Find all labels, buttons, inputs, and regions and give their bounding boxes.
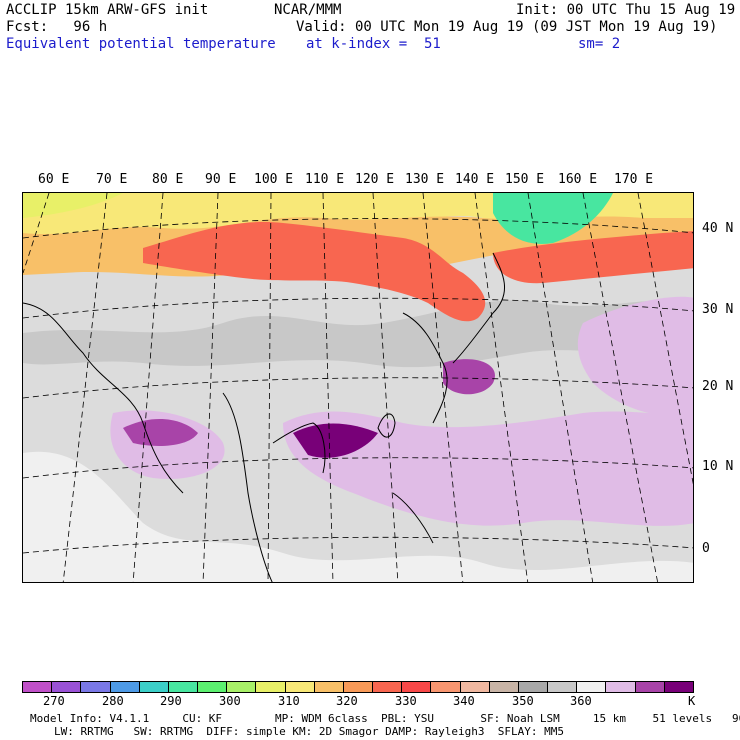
colorbar-swatch <box>373 682 403 692</box>
cool-yellow-corner <box>23 193 123 218</box>
lon-label: 130 E <box>405 172 445 187</box>
field-name: Equivalent potential temperature <box>6 36 276 52</box>
colorbar-swatch <box>577 682 607 692</box>
colorbar-swatch <box>23 682 53 692</box>
model-info-line2: LW: RRTMG SW: RRTMG DIFF: simple KM: 2D … <box>54 725 564 738</box>
colorbar-tick-label: 270 <box>43 694 65 708</box>
pacific-moist-region <box>283 411 693 526</box>
level-index: at k-index = 51 <box>306 36 441 52</box>
lat-label: 30 N <box>702 302 734 317</box>
colorbar-swatch <box>518 682 549 692</box>
colorbar-swatch <box>664 682 693 692</box>
lon-label: 100 E <box>254 172 294 187</box>
model-info-line1: Model Info: V4.1.1 CU: KF MP: WDM 6class… <box>30 712 740 725</box>
colorbar-swatch <box>402 682 432 692</box>
colorbar-tick-label: 330 <box>395 694 417 708</box>
colorbar-swatch <box>81 682 111 692</box>
lon-label: 160 E <box>558 172 598 187</box>
valid-time: Valid: 00 UTC Mon 19 Aug 19 (09 JST Mon … <box>296 19 718 35</box>
tropical-white-band <box>23 451 693 582</box>
lat-label: 10 N <box>702 459 734 474</box>
colorbar-tick-label: 290 <box>160 694 182 708</box>
high-theta-e-region <box>143 222 486 322</box>
low-theta-e-region <box>493 193 613 244</box>
bay-of-bengal-moist-core <box>123 418 198 446</box>
colorbar-tick-label: 350 <box>512 694 534 708</box>
south-china-sea-moist-core <box>293 423 378 458</box>
lon-label: 140 E <box>455 172 495 187</box>
forecast-hour: Fcst: 96 h <box>6 19 108 35</box>
colorbar-swatch <box>52 682 82 692</box>
colorbar-tick-label: 360 <box>570 694 592 708</box>
colorbar-swatch <box>606 682 636 692</box>
theta-e-field <box>23 193 693 582</box>
map-plot <box>22 192 694 583</box>
midlatitude-gray-band <box>23 300 693 368</box>
colorbar-tick-label: 280 <box>102 694 124 708</box>
smoothing-label: sm= 2 <box>578 36 621 52</box>
lat-label: 20 N <box>702 379 734 394</box>
colorbar-swatch <box>489 682 519 692</box>
colorbar-tick-label: 340 <box>453 694 475 708</box>
colorbar-swatch <box>198 682 228 692</box>
lat-label: 40 N <box>702 221 734 236</box>
colorbar-swatch <box>285 682 315 692</box>
colorbar-swatch <box>635 682 665 692</box>
lon-label: 150 E <box>505 172 545 187</box>
colorbar-swatch <box>548 682 578 692</box>
colorbar-swatch <box>343 682 374 692</box>
colorbar <box>22 681 694 693</box>
philippine-sea-moist-core <box>443 359 495 395</box>
lat-label: 0 <box>702 541 710 556</box>
colorbar-swatch <box>139 682 169 692</box>
init-time: Init: 00 UTC Thu 15 Aug 19 <box>516 2 736 18</box>
model-title: ACCLIP 15km ARW-GFS init <box>6 2 209 18</box>
colorbar-swatch <box>168 682 199 692</box>
colorbar-swatch <box>256 682 286 692</box>
center-label: NCAR/MMM <box>274 2 342 18</box>
lon-label: 70 E <box>96 172 128 187</box>
coastlines <box>23 252 506 582</box>
colorbar-tick-label: 320 <box>336 694 358 708</box>
colorbar-swatch <box>227 682 257 692</box>
lon-label: 80 E <box>152 172 184 187</box>
lon-label: 60 E <box>38 172 70 187</box>
colorbar-tick-label: 300 <box>219 694 241 708</box>
colorbar-swatch <box>110 682 140 692</box>
lon-label: 120 E <box>355 172 395 187</box>
northeast-red-band <box>493 231 693 284</box>
colorbar-swatch <box>431 682 461 692</box>
lon-label: 110 E <box>305 172 345 187</box>
colorbar-swatch <box>460 682 490 692</box>
colorbar-tick-label: 310 <box>278 694 300 708</box>
colorbar-unit: K <box>688 694 696 708</box>
colorbar-swatch <box>314 682 344 692</box>
lon-label: 170 E <box>614 172 654 187</box>
graticule <box>23 193 693 582</box>
lon-label: 90 E <box>205 172 237 187</box>
